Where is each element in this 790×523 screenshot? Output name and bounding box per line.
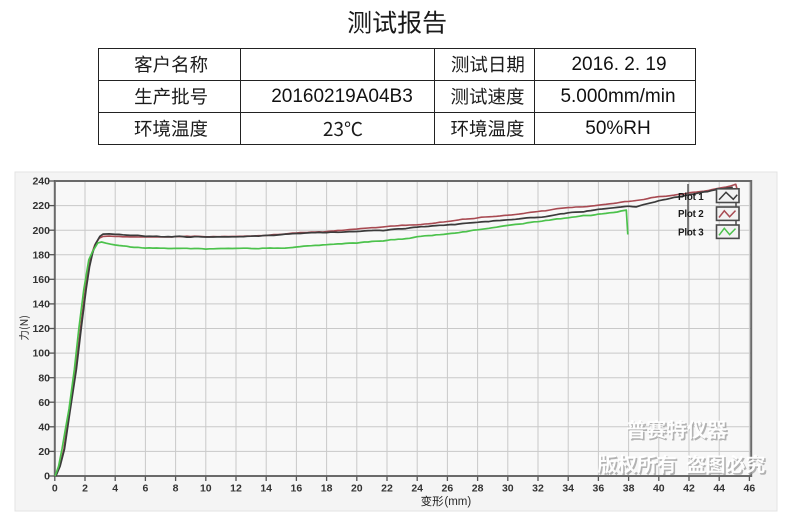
svg-text:40: 40 [38, 421, 50, 433]
svg-text:42: 42 [683, 483, 695, 495]
svg-text:40: 40 [653, 483, 665, 495]
svg-text:22: 22 [381, 483, 393, 495]
svg-text:140: 140 [32, 299, 50, 311]
svg-text:80: 80 [38, 372, 50, 384]
svg-text:34: 34 [562, 483, 574, 495]
svg-text:44: 44 [713, 483, 725, 495]
svg-text:120: 120 [32, 323, 50, 335]
svg-text:32: 32 [532, 483, 544, 495]
svg-text:6: 6 [142, 483, 148, 495]
svg-text:38: 38 [623, 483, 635, 495]
svg-text:(mm): (mm) [444, 496, 471, 508]
svg-text:36: 36 [593, 483, 605, 495]
svg-text:200: 200 [32, 225, 50, 237]
svg-text:18: 18 [321, 483, 333, 495]
svg-text:0: 0 [52, 483, 58, 495]
svg-text:8: 8 [173, 483, 179, 495]
svg-text:100: 100 [32, 348, 50, 360]
svg-text:28: 28 [472, 483, 484, 495]
svg-text:30: 30 [502, 483, 514, 495]
svg-text:Plot 1: Plot 1 [678, 192, 704, 203]
svg-text:14: 14 [260, 483, 272, 495]
svg-text:240: 240 [32, 176, 50, 188]
svg-text:10: 10 [200, 483, 212, 495]
svg-text:Plot 2: Plot 2 [678, 209, 704, 220]
svg-text:180: 180 [32, 249, 50, 261]
svg-text:Plot 3: Plot 3 [678, 227, 704, 238]
svg-text:16: 16 [291, 483, 303, 495]
svg-text:12: 12 [230, 483, 242, 495]
svg-text:220: 220 [32, 200, 50, 212]
svg-text:160: 160 [32, 274, 50, 286]
svg-text:60: 60 [38, 397, 50, 409]
svg-text:20: 20 [351, 483, 363, 495]
svg-text:26: 26 [442, 483, 454, 495]
svg-text:20: 20 [38, 446, 50, 458]
svg-text:0: 0 [44, 471, 50, 483]
svg-text:2: 2 [82, 483, 88, 495]
svg-text:24: 24 [411, 483, 423, 495]
svg-text:4: 4 [112, 483, 118, 495]
svg-text:46: 46 [744, 483, 756, 495]
